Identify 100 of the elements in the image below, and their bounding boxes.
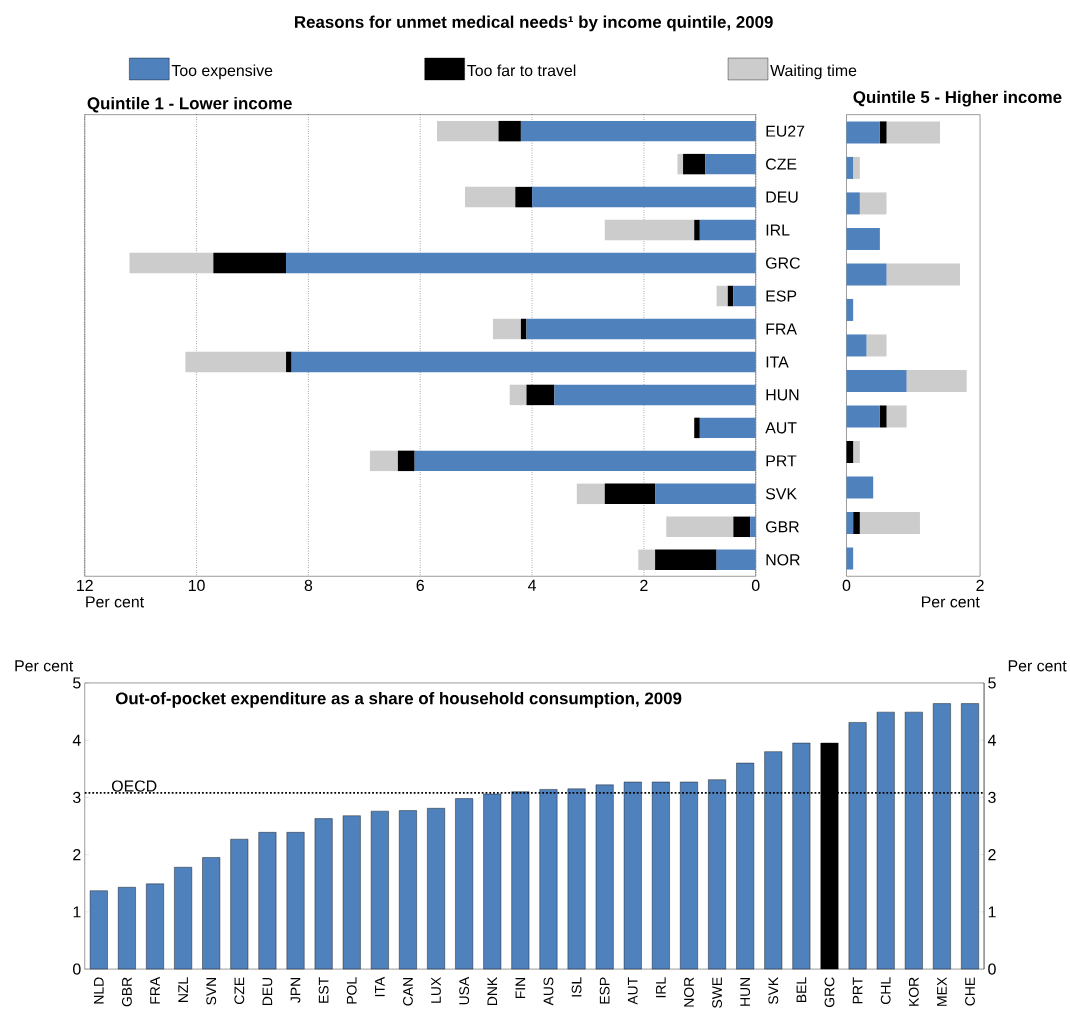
x-axis-title: Per cent	[922, 596, 980, 608]
x-tick-label: AUS	[543, 977, 554, 1006]
bar	[464, 186, 516, 208]
x-tick-label: 0	[842, 579, 851, 592]
bar	[655, 549, 717, 571]
y-tick-label: 2	[73, 849, 81, 861]
y-tick-label: NOR	[766, 554, 800, 566]
x-tick-label: NOR	[684, 977, 694, 1007]
bar	[846, 369, 907, 392]
bar	[859, 512, 920, 535]
y-axis-title: Per cent	[15, 660, 74, 672]
x-tick-label: FIN	[515, 977, 526, 999]
bar	[185, 351, 287, 373]
bar	[604, 483, 656, 505]
y2-axis-title: Per cent	[1008, 660, 1067, 672]
bar	[694, 417, 700, 439]
y-tick-label: 0	[73, 963, 81, 975]
bar	[286, 351, 292, 373]
y-tick-label: FRA	[766, 323, 797, 335]
bar	[213, 252, 287, 274]
bar	[733, 516, 751, 538]
bar	[846, 334, 867, 357]
legend-label: Too far to travel	[467, 64, 576, 77]
bar	[683, 153, 706, 175]
x-tick-label: ISL	[571, 977, 582, 997]
y-tick-label: ESP	[766, 290, 797, 302]
bar	[694, 219, 700, 241]
bar	[879, 121, 887, 144]
y2-tick-label: 3	[988, 791, 996, 804]
x-tick-label: GRC	[824, 977, 835, 1008]
x-tick-label: DEU	[262, 977, 273, 1006]
chart-title: Reasons for unmet medical needs¹ by income quintile, 2009	[295, 15, 773, 32]
bar	[397, 450, 415, 472]
x-tick-label: CZE	[234, 977, 245, 1004]
bar	[886, 405, 907, 428]
x-tick-label: HUN	[740, 977, 751, 1006]
bar	[526, 384, 555, 406]
bar	[666, 516, 734, 538]
legend-label: Waiting time	[770, 64, 857, 80]
bar	[291, 351, 756, 373]
y-tick-label: ITA	[766, 356, 789, 368]
x-tick-label: FRA	[150, 976, 160, 1004]
bar	[846, 121, 880, 144]
x-tick-label: SVN	[206, 977, 217, 1005]
bar	[509, 384, 527, 406]
x-tick-label: USA	[459, 976, 470, 1005]
bar	[604, 219, 695, 241]
x-tick-label: ITA	[375, 976, 385, 997]
x-tick-label: NZL	[178, 977, 188, 1002]
bar	[853, 441, 860, 464]
bar	[554, 384, 756, 406]
x-tick-label: 10	[188, 579, 205, 592]
y-tick-label: IRL	[766, 224, 790, 236]
x-tick-label: PRT	[852, 977, 863, 1004]
y-tick-label: CZE	[766, 158, 797, 170]
bar	[846, 512, 854, 535]
bar	[129, 252, 214, 274]
legend-label: Too expensive	[171, 64, 273, 80]
y-tick-label: 5	[73, 677, 81, 689]
bar	[879, 405, 887, 428]
bar	[520, 120, 756, 142]
bar	[369, 450, 398, 472]
y-tick-label: 4	[72, 734, 81, 746]
bar	[853, 156, 860, 179]
bar	[677, 153, 684, 175]
bar	[859, 192, 887, 215]
y-tick-label: GBR	[766, 521, 799, 533]
bar	[492, 318, 521, 340]
bar	[886, 263, 961, 286]
x-tick-label: KOR	[908, 977, 919, 1006]
bar	[414, 450, 756, 472]
x-tick-label: AUT	[627, 977, 638, 1005]
bar	[853, 512, 860, 535]
bar	[716, 549, 756, 571]
bar	[846, 227, 880, 250]
x-tick-label: POL	[346, 977, 357, 1004]
chart-subtitle: Quintile 1 - Lower income	[87, 96, 292, 113]
x-tick-label: CAN	[403, 977, 413, 1006]
y2-tick-label: 5	[988, 677, 996, 689]
y-tick-label: PRT	[766, 455, 797, 467]
y-tick-label: 1	[73, 906, 81, 918]
bar	[846, 405, 880, 428]
y-tick-label: GRC	[766, 257, 800, 269]
bar	[750, 516, 756, 538]
x-tick-label: 6	[416, 579, 424, 592]
x-tick-label: NLD	[94, 977, 104, 1004]
x-tick-label: 0	[751, 579, 760, 592]
x-tick-label: ESP	[599, 977, 610, 1004]
bar	[437, 120, 499, 142]
y-tick-label: HUN	[766, 389, 799, 401]
bar	[846, 192, 860, 215]
x-tick-label: LUX	[431, 977, 441, 1003]
bar	[286, 252, 756, 274]
x-tick-label: 12	[77, 579, 93, 591]
bar	[846, 476, 874, 499]
bar	[655, 483, 756, 505]
bar	[515, 186, 533, 208]
x-tick-label: GBR	[121, 977, 132, 1007]
x-tick-label: CHE	[965, 977, 975, 1006]
bar	[576, 483, 605, 505]
